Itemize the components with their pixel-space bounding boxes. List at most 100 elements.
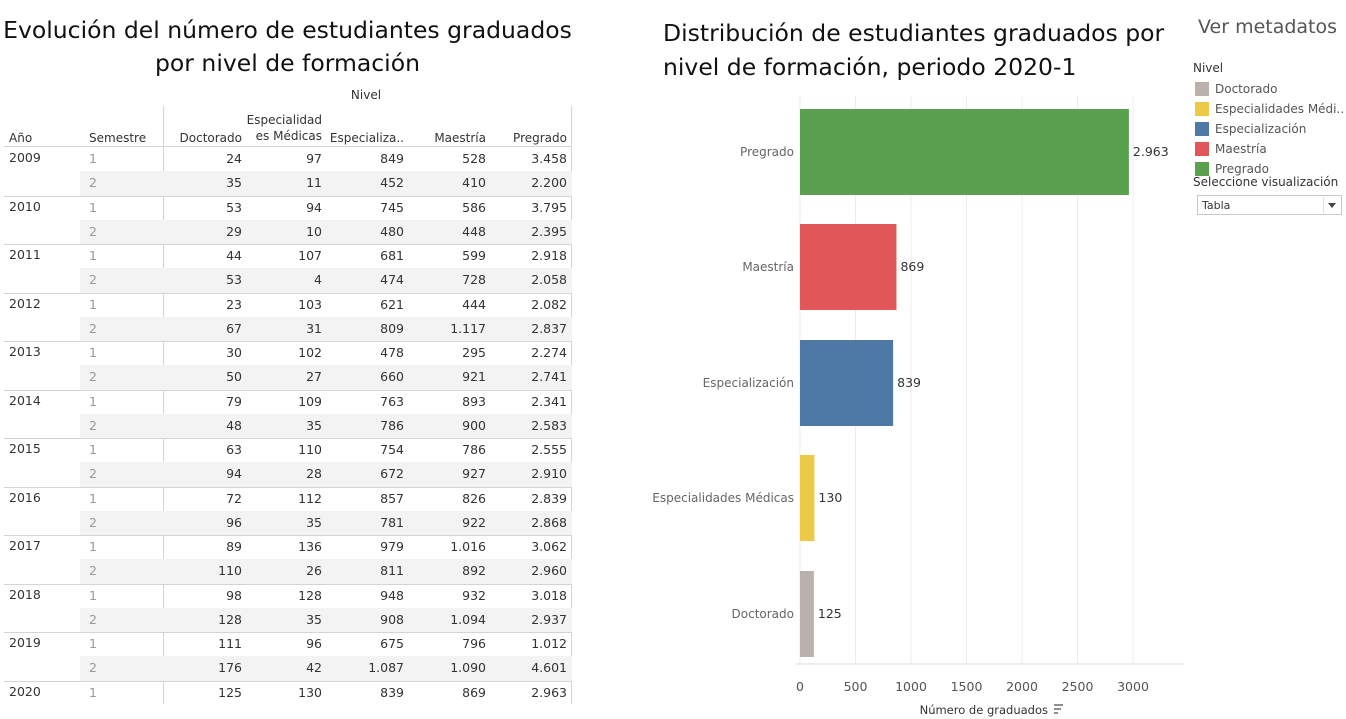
legend-swatch	[1195, 122, 1209, 136]
cell-doctorado: 24	[226, 151, 242, 166]
cell-esp-medicas: 94	[306, 199, 322, 215]
cell-esp-medicas: 112	[298, 490, 322, 506]
bar	[800, 340, 894, 426]
chevron-down-icon[interactable]	[1323, 197, 1339, 213]
table-row: 2016 1 72 112 857 826 2.839	[4, 486, 572, 511]
cell-maestria: 1.117	[450, 320, 486, 336]
cell-esp-medicas: 97	[306, 151, 322, 166]
col-header-semester[interactable]: Semestre	[89, 131, 147, 145]
legend-label: Doctorado	[1215, 82, 1278, 96]
semester-cell: 1	[89, 539, 97, 554]
legend-swatch	[1195, 142, 1209, 156]
cell-pregrado: 2.918	[531, 248, 567, 263]
table-row: 2011 1 44 107 681 599 2.918	[4, 244, 572, 268]
cell-doctorado: 176	[218, 660, 242, 676]
col-header-year[interactable]: Año	[9, 131, 33, 145]
col-header-esp-medicas-line1[interactable]: Especialidad	[246, 113, 322, 127]
year-cell: 2018	[9, 586, 41, 602]
semester-cell: 2	[89, 611, 97, 627]
semester-cell: 1	[89, 345, 97, 360]
graduates-table: Nivel Año Semestre Doctorado Especialida…	[4, 86, 572, 706]
cell-maestria: 892	[462, 563, 486, 579]
x-tick-label: 1000	[895, 679, 927, 694]
col-header-maestria[interactable]: Maestría	[434, 131, 486, 145]
col-header-pregrado[interactable]: Pregrado	[513, 131, 567, 145]
cell-maestria: 448	[462, 223, 486, 239]
cell-pregrado: 2.274	[531, 345, 567, 360]
cell-doctorado: 96	[226, 514, 242, 530]
cell-especializacion: 672	[380, 466, 404, 482]
table-row: 2 29 10 480 448 2.395	[4, 219, 572, 244]
cell-especializacion: 948	[380, 587, 404, 603]
legend-item[interactable]: Doctorado	[1195, 81, 1345, 97]
legend-item[interactable]: Especialización	[1195, 121, 1345, 137]
cell-maestria: 1.016	[450, 539, 486, 554]
category-label: Maestría	[742, 260, 794, 274]
cell-maestria: 586	[462, 199, 486, 215]
cell-doctorado: 98	[226, 587, 242, 603]
legend-item[interactable]: Especialidades Médi..	[1195, 101, 1345, 117]
cell-pregrado: 3.795	[531, 199, 567, 215]
cell-especializacion: 809	[380, 320, 404, 336]
cell-maestria: 796	[462, 636, 486, 651]
table-header: Nivel Año Semestre Doctorado Especialida…	[4, 86, 572, 148]
cell-pregrado: 2.741	[531, 369, 567, 385]
semester-cell: 2	[89, 466, 97, 482]
cell-pregrado: 2.910	[531, 466, 567, 482]
semester-cell: 1	[89, 393, 97, 409]
table-row: 2018 1 98 128 948 932 3.018	[4, 583, 572, 608]
cell-pregrado: 3.018	[531, 587, 567, 603]
cell-pregrado: 2.868	[531, 514, 567, 530]
semester-cell: 2	[89, 223, 97, 239]
cell-esp-medicas: 107	[298, 248, 322, 263]
cell-doctorado: 30	[226, 345, 242, 360]
col-header-esp-medicas-line2[interactable]: es Médicas	[255, 129, 322, 143]
cell-doctorado: 67	[226, 320, 242, 336]
nivel-column-group-header: Nivel	[350, 88, 382, 102]
legend-item[interactable]: Maestría	[1195, 141, 1345, 157]
x-tick-label: 500	[844, 679, 868, 694]
bar	[800, 109, 1129, 195]
cell-pregrado: 4.601	[531, 660, 567, 676]
cell-especializacion: 478	[380, 345, 404, 360]
visualization-dropdown[interactable]: Tabla	[1197, 195, 1342, 215]
cell-esp-medicas: 35	[306, 417, 322, 433]
x-tick-label: 1500	[951, 679, 983, 694]
cell-pregrado: 2.395	[531, 223, 567, 239]
table-row: 2 35 11 452 410 2.200	[4, 171, 572, 196]
header-divider	[4, 146, 572, 147]
cell-maestria: 528	[462, 151, 486, 166]
cell-doctorado: 125	[218, 684, 242, 700]
cell-esp-medicas: 102	[298, 345, 322, 360]
cell-pregrado: 3.458	[531, 151, 567, 166]
year-cell: 2019	[9, 635, 41, 650]
cell-especializacion: 754	[380, 442, 404, 457]
cell-pregrado: 2.341	[531, 393, 567, 409]
cell-especializacion: 763	[380, 393, 404, 409]
semester-cell: 1	[89, 199, 97, 215]
legend-label: Pregrado	[1215, 162, 1269, 176]
table-row: 2 110 26 811 892 2.960	[4, 559, 572, 584]
cell-pregrado: 1.012	[531, 636, 567, 651]
table-row: 2015 1 63 110 754 786 2.555	[4, 438, 572, 462]
col-header-doctorado[interactable]: Doctorado	[179, 131, 242, 145]
legend-label: Maestría	[1215, 142, 1267, 156]
cell-doctorado: 63	[226, 442, 242, 457]
bar-value-label: 130	[818, 490, 842, 505]
table-row: 2 53 4 474 728 2.058	[4, 268, 572, 293]
view-metadata-link[interactable]: Ver metadatos	[1198, 16, 1338, 38]
cell-maestria: 444	[462, 296, 486, 312]
cell-especializacion: 811	[380, 563, 404, 579]
cell-esp-medicas: 11	[306, 175, 322, 191]
cell-especializacion: 621	[380, 296, 404, 312]
cell-especializacion: 452	[380, 175, 404, 191]
year-cell: 2010	[9, 198, 41, 214]
cell-esp-medicas: 110	[298, 442, 322, 457]
table-row: 2014 1 79 109 763 893 2.341	[4, 389, 572, 414]
semester-cell: 1	[89, 636, 97, 651]
semester-cell: 2	[89, 320, 97, 336]
legend-item[interactable]: Pregrado	[1195, 161, 1345, 177]
table-row: 2 94 28 672 927 2.910	[4, 462, 572, 487]
col-header-especializacion[interactable]: Especializa..	[329, 131, 404, 145]
table-row: 2013 1 30 102 478 295 2.274	[4, 341, 572, 365]
